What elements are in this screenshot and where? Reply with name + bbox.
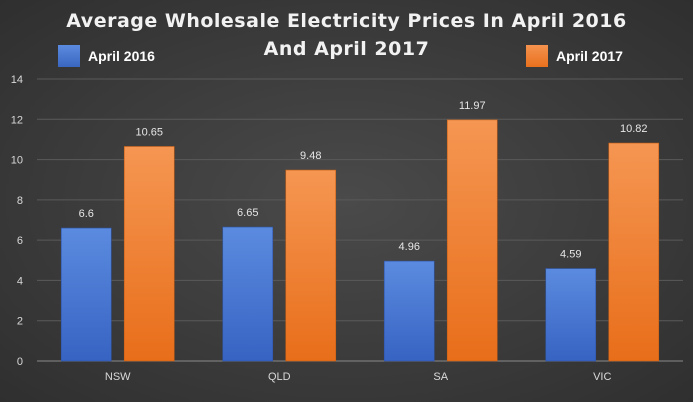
legend-label-april-2017: April 2017 (556, 48, 623, 64)
x-tick-label: SA (433, 371, 448, 383)
y-tick-label: 0 (17, 356, 23, 368)
bar (446, 119, 498, 362)
bar (383, 260, 435, 362)
data-label: 6.65 (237, 207, 258, 219)
y-tick-label: 2 (17, 316, 23, 328)
legend-swatch-april-2016 (58, 45, 80, 67)
data-label: 6.6 (79, 208, 94, 220)
y-tick-label: 10 (11, 155, 23, 167)
bar (545, 268, 597, 362)
chart-title-line2: And April 2017 (263, 38, 430, 60)
bar (60, 227, 112, 362)
x-tick-label: QLD (268, 371, 291, 383)
data-label: 4.96 (399, 241, 420, 253)
y-tick-label: 4 (17, 275, 23, 287)
data-label: 10.65 (135, 126, 163, 138)
legend-item-april-2017: April 2017 (526, 45, 623, 67)
y-tick-label: 6 (17, 235, 23, 247)
data-label: 9.48 (300, 150, 321, 162)
y-tick-label: 12 (11, 114, 23, 126)
data-label: 10.82 (620, 123, 648, 135)
x-tick-label: NSW (105, 371, 131, 383)
legend-label-april-2016: April 2016 (88, 48, 155, 64)
y-tick-label: 14 (11, 74, 23, 86)
bar (123, 146, 175, 362)
bar (285, 169, 337, 362)
legend-swatch-april-2017 (526, 45, 548, 67)
bar (222, 226, 274, 362)
legend-item-april-2016: April 2016 (58, 45, 155, 67)
data-label: 4.59 (560, 249, 581, 261)
y-tick-label: 8 (17, 195, 23, 207)
bars (60, 119, 660, 362)
chart-title-line1: Average Wholesale Electricity Prices In … (66, 10, 627, 32)
bar (608, 142, 660, 362)
data-label: 11.97 (459, 100, 486, 112)
data-labels: 6.6 10.65 6.65 9.48 4.96 11.97 4.59 10.82 (79, 100, 648, 261)
x-tick-label: VIC (593, 371, 611, 383)
